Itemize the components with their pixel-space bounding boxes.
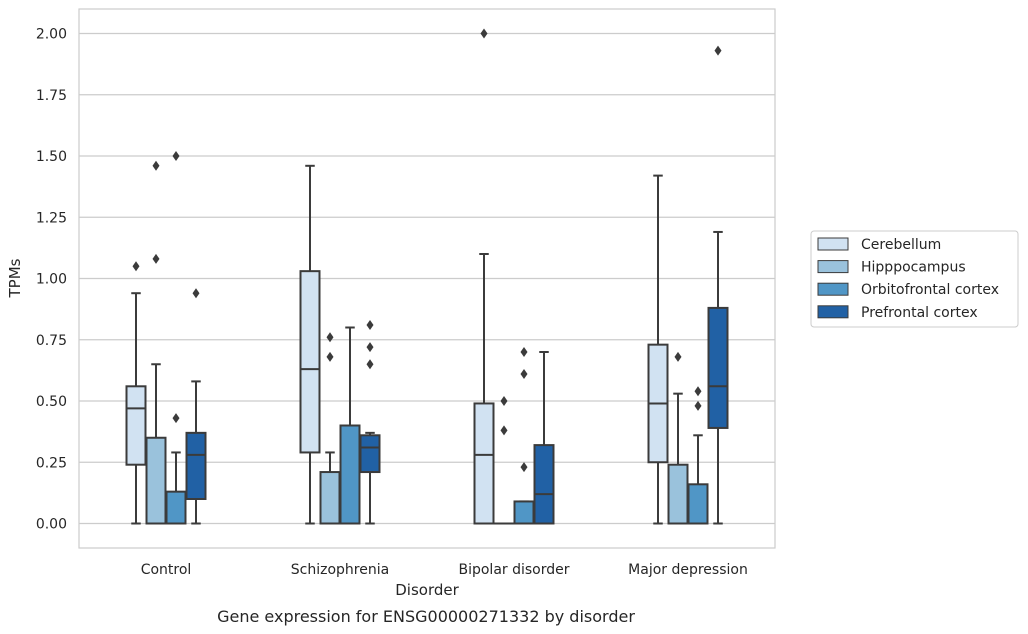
- outlier-point: [714, 45, 722, 56]
- y-tick-label: 0.75: [36, 333, 67, 349]
- box-hipppocampus: [493, 396, 515, 525]
- box-cerebellum: [473, 28, 495, 525]
- box-iqr: [667, 463, 689, 525]
- legend-label: Hipppocampus: [861, 260, 966, 276]
- box-iqr: [513, 500, 535, 525]
- x-tick-label: Major depression: [628, 562, 748, 578]
- box-iqr: [473, 402, 495, 525]
- y-tick-labels: 0.00 0.25 0.50 0.75 1.00 1.25 1.50 1.75 2.00: [36, 27, 67, 533]
- box-iqr: [533, 444, 555, 525]
- series-cerebellum: [125, 28, 669, 525]
- x-tick-label: Control: [141, 562, 192, 578]
- outlier-point: [366, 342, 374, 353]
- box-prefrontal-cortex: [533, 351, 555, 525]
- box-iqr: [185, 431, 207, 501]
- x-tick-label: Schizophrenia: [291, 562, 389, 578]
- outlier-point: [172, 413, 180, 424]
- outlier-point: [500, 396, 508, 406]
- box-orbitofrontal-cortex: [513, 347, 535, 525]
- legend-item: Hipppocampus: [817, 260, 966, 276]
- y-tick-label: 1.25: [36, 210, 67, 226]
- outlier-point: [366, 359, 374, 370]
- box-hipppocampus: [145, 160, 167, 525]
- outlier-point: [500, 425, 508, 436]
- outlier-point: [152, 160, 160, 171]
- y-tick-label: 0.00: [36, 517, 67, 533]
- box-iqr: [165, 490, 187, 525]
- legend-label: Prefrontal cortex: [861, 305, 978, 321]
- y-tick-label: 1.00: [36, 272, 67, 288]
- y-tick-label: 2.00: [36, 27, 67, 43]
- outlier-point: [132, 261, 140, 272]
- series-prefrontal-cortex: [185, 45, 729, 525]
- box-orbitofrontal-cortex: [339, 326, 361, 525]
- box-prefrontal-cortex: [359, 320, 381, 525]
- x-tick-label: Bipolar disorder: [458, 562, 569, 578]
- box-prefrontal-cortex: [185, 288, 207, 525]
- box-cerebellum: [299, 164, 321, 525]
- box-cerebellum: [125, 261, 147, 525]
- outlier-point: [694, 400, 702, 411]
- box-cerebellum: [647, 174, 669, 525]
- outlier-point: [520, 347, 528, 357]
- outlier-point: [326, 351, 334, 362]
- y-tick-label: 1.75: [36, 88, 67, 104]
- legend-swatch: [817, 282, 849, 296]
- legend-frame: [810, 230, 1019, 328]
- outlier-point: [480, 28, 488, 39]
- legend-item: Prefrontal cortex: [817, 305, 978, 321]
- outlier-point: [152, 253, 160, 264]
- series-hipppocampus: [145, 160, 689, 525]
- outlier-point: [172, 151, 180, 161]
- box-iqr: [687, 483, 709, 525]
- box-groups: [125, 28, 729, 525]
- series-orbitofrontal-cortex: [165, 151, 709, 525]
- y-axis-title: TPMs: [6, 258, 24, 298]
- box-iqr: [319, 471, 341, 525]
- box-orbitofrontal-cortex: [687, 386, 709, 525]
- legend-swatch: [817, 260, 849, 274]
- box-iqr: [359, 434, 381, 474]
- legend-item: Orbitofrontal cortex: [817, 282, 999, 298]
- y-tick-label: 0.50: [36, 394, 67, 410]
- outlier-point: [694, 386, 702, 397]
- legend: Cerebellum Hipppocampus Orbitofrontal cort…: [810, 230, 1019, 328]
- outlier-point: [326, 332, 334, 343]
- x-tick-labels: Control Schizophrenia Bipolar disorder Majo…: [141, 562, 748, 578]
- legend-label: Cerebellum: [861, 237, 941, 253]
- y-tick-label: 0.25: [36, 455, 67, 471]
- box-iqr: [339, 424, 361, 525]
- box-iqr: [145, 436, 167, 525]
- box-prefrontal-cortex: [707, 45, 729, 525]
- outlier-point: [192, 288, 200, 299]
- outlier-point: [366, 320, 374, 331]
- chart-caption: Gene expression for ENSG00000271332 by d…: [217, 607, 635, 626]
- legend-swatch: [817, 305, 849, 319]
- plot-frame: [78, 8, 776, 549]
- box-iqr: [299, 270, 321, 454]
- box-iqr: [125, 385, 147, 466]
- outlier-point: [520, 462, 528, 473]
- box-orbitofrontal-cortex: [165, 151, 187, 525]
- legend-item: Cerebellum: [817, 237, 941, 253]
- box-iqr: [707, 306, 729, 429]
- outlier-point: [674, 351, 682, 362]
- y-tick-label: 1.50: [36, 149, 67, 165]
- outlier-point: [520, 369, 528, 380]
- box-hipppocampus: [667, 351, 689, 525]
- legend-label: Orbitofrontal cortex: [861, 282, 999, 298]
- legend-swatch: [817, 237, 849, 251]
- x-axis-title: Disorder: [395, 581, 459, 599]
